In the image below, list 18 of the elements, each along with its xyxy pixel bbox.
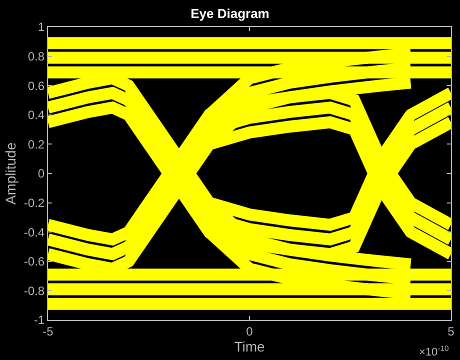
x-axis-title: Time (234, 338, 266, 355)
y-tick-label: -0.2 (24, 196, 45, 210)
y-tick-label: 0 (38, 166, 45, 181)
y-tick-label: -0.6 (24, 254, 45, 269)
x-tick-label: -5 (42, 324, 54, 338)
text: ×10$^{-10}$ (419, 344, 449, 359)
chart-title: Eye Diagram (190, 6, 270, 22)
y-tick-label: 0.4 (28, 108, 45, 122)
y-tick-label: 0.2 (28, 137, 45, 152)
x-tick-label: 0 (246, 324, 254, 338)
x-tick-label: 5 (448, 324, 455, 338)
y-tick-label: -1 (34, 313, 45, 328)
y-tick-label: 0.8 (28, 50, 45, 64)
y-tick-label: -0.8 (24, 284, 45, 298)
y-axis-title: Amplitude (2, 142, 19, 205)
y-tick-label: 1 (38, 20, 45, 34)
y-tick-label: -0.4 (24, 225, 45, 240)
y-tick-label: 0.6 (28, 78, 45, 93)
